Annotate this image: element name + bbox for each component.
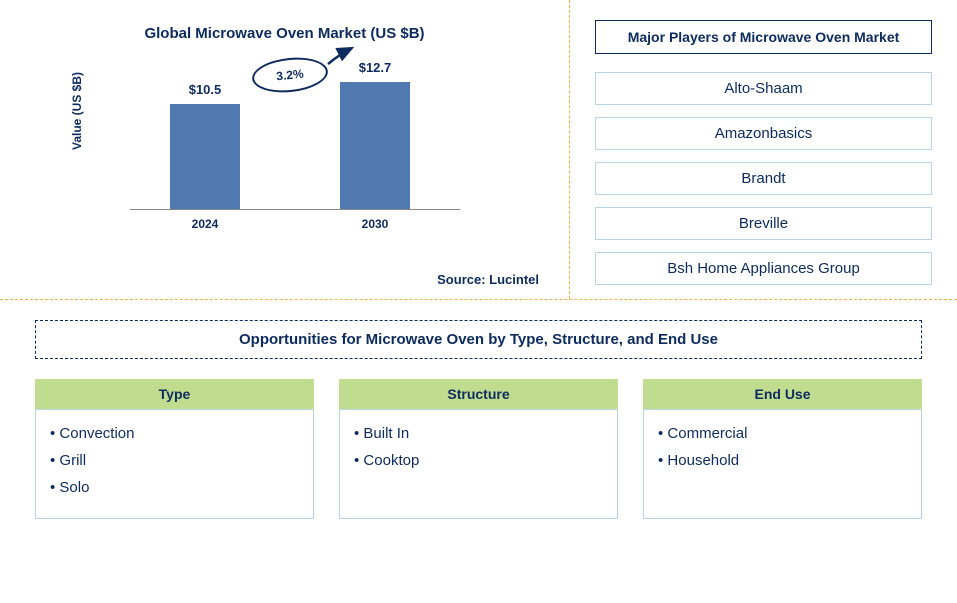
opportunities-columns: TypeConvectionGrillSoloStructureBuilt In…	[35, 379, 922, 519]
player-item: Alto-Shaam	[595, 72, 932, 105]
opp-list-item: Cooktop	[354, 447, 603, 474]
bar-value-label: $12.7	[340, 60, 410, 75]
opp-column-header: Structure	[339, 379, 618, 409]
player-item: Breville	[595, 207, 932, 240]
opp-list-item: Commercial	[658, 420, 907, 447]
source-label: Source: Lucintel	[437, 272, 539, 287]
opp-column: End UseCommercialHousehold	[643, 379, 922, 519]
players-title: Major Players of Microwave Oven Market	[595, 20, 932, 54]
bar-2030: $12.72030	[340, 82, 410, 209]
player-item: Brandt	[595, 162, 932, 195]
player-item: Bsh Home Appliances Group	[595, 252, 932, 285]
opp-list-item: Built In	[354, 420, 603, 447]
players-list: Alto-Shaam Amazonbasics Brandt Breville Bsh …	[595, 72, 932, 285]
chart-ylabel: Value (US $B)	[70, 72, 84, 150]
opp-list: CommercialHousehold	[643, 409, 922, 519]
opp-list-item: Household	[658, 447, 907, 474]
opp-list-item: Solo	[50, 474, 299, 501]
growth-rate-value: 3.2%	[276, 67, 305, 84]
opp-column-header: End Use	[643, 379, 922, 409]
bar-category-label: 2024	[170, 217, 240, 231]
bars-container: 3.2% $10.52024 $12.72030	[130, 50, 460, 210]
bar-2024: $10.52024	[170, 104, 240, 209]
player-item: Amazonbasics	[595, 117, 932, 150]
bar-category-label: 2030	[340, 217, 410, 231]
opp-list-item: Convection	[50, 420, 299, 447]
opp-column: TypeConvectionGrillSolo	[35, 379, 314, 519]
opp-list: Built InCooktop	[339, 409, 618, 519]
opportunities-section: Opportunities for Microwave Oven by Type…	[0, 300, 957, 539]
opp-list: ConvectionGrillSolo	[35, 409, 314, 519]
opportunities-title: Opportunities for Microwave Oven by Type…	[35, 320, 922, 359]
opp-column: StructureBuilt InCooktop	[339, 379, 618, 519]
chart-panel: Global Microwave Oven Market (US $B) Val…	[0, 0, 570, 299]
top-section: Global Microwave Oven Market (US $B) Val…	[0, 0, 957, 300]
opp-list-item: Grill	[50, 447, 299, 474]
players-panel: Major Players of Microwave Oven Market A…	[570, 0, 957, 299]
opp-column-header: Type	[35, 379, 314, 409]
bar-value-label: $10.5	[170, 82, 240, 97]
